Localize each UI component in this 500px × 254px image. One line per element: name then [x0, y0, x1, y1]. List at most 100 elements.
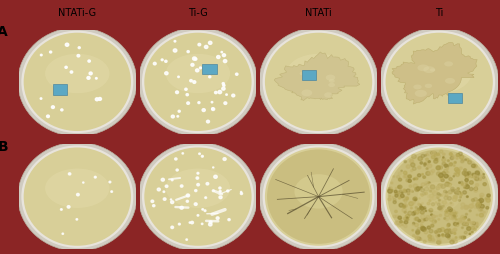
Circle shape — [211, 102, 213, 103]
Circle shape — [420, 239, 422, 241]
Circle shape — [414, 210, 419, 214]
Circle shape — [198, 44, 200, 47]
Circle shape — [52, 106, 54, 109]
Circle shape — [403, 204, 407, 208]
Ellipse shape — [388, 150, 490, 244]
Circle shape — [438, 207, 441, 210]
Circle shape — [232, 95, 235, 98]
Circle shape — [480, 205, 484, 209]
Circle shape — [448, 183, 452, 187]
Ellipse shape — [328, 84, 335, 88]
Circle shape — [432, 215, 436, 218]
Circle shape — [462, 227, 464, 229]
Circle shape — [448, 160, 450, 162]
Circle shape — [464, 206, 468, 210]
Circle shape — [198, 102, 200, 104]
Circle shape — [455, 215, 458, 217]
Circle shape — [428, 195, 431, 198]
Circle shape — [197, 184, 200, 186]
Circle shape — [430, 190, 432, 192]
Circle shape — [439, 207, 444, 211]
Circle shape — [171, 226, 173, 229]
Circle shape — [206, 183, 209, 185]
Circle shape — [182, 153, 184, 154]
Circle shape — [437, 193, 440, 195]
Circle shape — [437, 197, 439, 199]
Circle shape — [454, 189, 456, 190]
Circle shape — [452, 215, 456, 219]
Circle shape — [406, 189, 410, 193]
Circle shape — [161, 179, 164, 181]
Circle shape — [438, 166, 442, 170]
Circle shape — [455, 237, 457, 239]
Circle shape — [464, 217, 466, 218]
Circle shape — [464, 172, 468, 177]
Circle shape — [424, 155, 426, 157]
Circle shape — [412, 223, 414, 224]
Ellipse shape — [142, 31, 254, 134]
Circle shape — [452, 218, 454, 220]
Circle shape — [450, 212, 454, 215]
Circle shape — [412, 224, 414, 226]
Circle shape — [440, 176, 442, 178]
Circle shape — [473, 176, 475, 178]
Circle shape — [430, 236, 434, 239]
Circle shape — [453, 176, 454, 177]
Circle shape — [460, 160, 464, 163]
Circle shape — [178, 223, 180, 225]
Ellipse shape — [45, 169, 110, 208]
Circle shape — [444, 169, 448, 173]
Circle shape — [400, 194, 404, 198]
Circle shape — [413, 197, 417, 201]
Circle shape — [452, 156, 456, 159]
Circle shape — [454, 213, 456, 214]
Circle shape — [398, 224, 400, 227]
Circle shape — [196, 70, 199, 73]
Circle shape — [440, 178, 442, 180]
Circle shape — [403, 200, 404, 201]
Circle shape — [428, 182, 430, 184]
Circle shape — [404, 225, 407, 228]
Circle shape — [222, 88, 225, 91]
Circle shape — [412, 230, 414, 231]
Circle shape — [442, 158, 446, 162]
Circle shape — [426, 152, 432, 156]
Circle shape — [416, 187, 420, 191]
Circle shape — [449, 216, 453, 219]
Circle shape — [206, 121, 210, 123]
Circle shape — [430, 185, 435, 189]
Circle shape — [474, 198, 478, 201]
Circle shape — [410, 160, 414, 163]
Circle shape — [442, 201, 446, 204]
Circle shape — [460, 182, 463, 184]
Circle shape — [474, 179, 477, 181]
Circle shape — [442, 172, 446, 176]
Circle shape — [446, 192, 448, 193]
Circle shape — [46, 116, 50, 118]
Circle shape — [420, 224, 422, 226]
Circle shape — [438, 200, 440, 201]
Circle shape — [198, 153, 200, 155]
Circle shape — [393, 215, 396, 218]
Circle shape — [469, 204, 474, 209]
Circle shape — [450, 203, 454, 206]
Circle shape — [440, 178, 444, 182]
Circle shape — [185, 89, 187, 91]
Circle shape — [479, 199, 484, 203]
Circle shape — [454, 233, 456, 234]
Circle shape — [452, 229, 456, 233]
Circle shape — [441, 184, 446, 189]
Circle shape — [465, 185, 469, 189]
Ellipse shape — [386, 34, 493, 132]
Circle shape — [398, 185, 402, 189]
Text: A: A — [0, 25, 8, 39]
Ellipse shape — [265, 148, 372, 246]
Circle shape — [448, 235, 450, 237]
Circle shape — [468, 232, 471, 234]
Ellipse shape — [18, 143, 137, 251]
Circle shape — [439, 194, 442, 196]
Circle shape — [177, 116, 178, 118]
Circle shape — [438, 235, 440, 236]
Circle shape — [398, 197, 400, 199]
Circle shape — [425, 182, 429, 185]
